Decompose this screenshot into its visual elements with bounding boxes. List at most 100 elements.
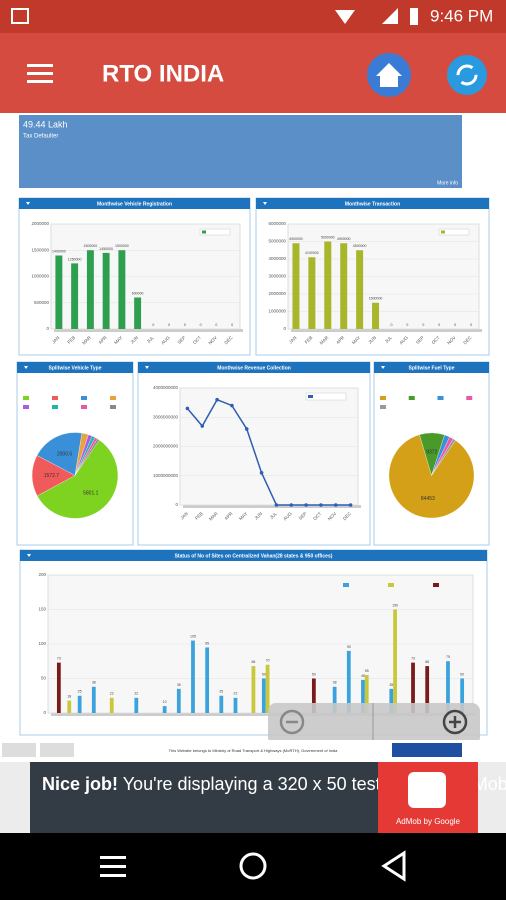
x-tick-label: NOV [207,335,217,345]
bar [411,662,415,713]
x-tick-label: APR [335,334,346,345]
x-tick-label: AUG [282,511,293,522]
x-tick-label: SEP [298,511,308,521]
point [185,406,190,411]
x-tick-label: MAR [208,510,219,521]
value-label: 1500000 [115,244,129,248]
bar [56,662,61,713]
tile-link[interactable]: More info [437,180,458,186]
home-icon [376,63,402,87]
bar [393,609,397,713]
x-tick-label: FEB [304,335,314,345]
x-tick-label: AUG [398,335,409,346]
bar [460,678,465,713]
value-label: 38 [333,681,337,685]
bar [356,250,364,329]
bar [118,250,126,329]
legend-swatch [380,396,386,400]
value-label: 35 [177,683,181,687]
y-tick-label: 4000000000 [153,385,179,390]
x-tick-label: AUG [160,335,171,346]
chart-panel: Monthwise Revenue Collection 0 1000000000 2… [137,361,371,546]
chart-panel: Splitwise Vehicle Type 5801.1 1572.7 2000.5 [16,361,134,546]
panel-header [19,198,250,209]
refresh-button[interactable] [447,55,487,95]
value-label: 73 [411,657,415,661]
line [186,398,351,506]
collapse-icon [27,554,31,557]
legend-swatch [202,230,206,234]
menu-line [27,72,53,75]
legend-swatch [110,405,116,409]
menu-line [27,64,53,67]
x-tick-label: OCT [192,335,202,345]
value-label: 0 [406,323,408,327]
x-tick-label: JUL [269,511,279,521]
value-label: 600000 [132,291,144,295]
point [304,503,308,507]
tax-tile[interactable]: 49.44 Lakh Tax Defaulter More info [19,115,462,188]
x-tick-label: DEC [342,510,353,521]
point [319,503,323,507]
chart-title: Splitwise Vehicle Type [49,365,102,371]
nav-recents[interactable] [100,856,126,877]
bar [346,650,351,713]
value-label: 1500000 [369,297,383,301]
app-title: RTO INDIA [102,60,224,87]
legend-swatch [305,392,347,401]
legend-swatch [343,583,349,587]
slice [74,438,100,476]
point [200,424,205,428]
chart-title: Splitwise Fuel Type [408,365,454,371]
slice-label: 9372 [426,449,437,455]
zoom-in[interactable] [442,709,468,735]
zoom-controls [268,703,480,745]
value-label: 1400000 [52,249,66,253]
value-label: 73 [57,657,61,661]
bar [67,700,72,713]
legend-swatch [433,583,439,587]
zoom-bg [268,703,480,745]
chart-title: Monthwise Revenue Collection [217,365,291,371]
slice [37,439,119,519]
x-tick-label: FEB [194,511,204,521]
value-label: 0 [215,323,217,327]
image-icon [11,8,29,24]
bar [233,697,238,713]
collapse-icon [24,366,28,369]
nav-back[interactable] [381,850,406,882]
value-label: 0 [454,323,456,327]
panel-header [374,362,489,373]
app-bar [0,33,506,113]
ad-banner[interactable]: Nice job! You're displaying a 320 x 50 t… [30,762,506,833]
home-button[interactable] [367,53,411,97]
bar [71,263,79,329]
value-label: 4900000 [289,237,303,241]
chart-title: Status of No of Sites on Centralized Vah… [175,553,333,559]
bar [176,688,181,713]
bar [205,647,210,713]
x-tick-label: JAN [288,335,298,345]
refresh-icon [456,64,478,86]
plot-shadow [183,505,361,508]
legend-swatch [408,396,415,400]
value-label: 4500000 [353,244,367,248]
point [333,503,338,507]
y-tick-label: 0 [43,710,46,715]
legend-swatch [441,230,445,234]
value-label: 0 [422,323,424,327]
tile-label: Tax Defaulter [23,134,58,140]
legend-swatch [23,405,29,409]
bar [251,666,256,713]
value-label: 105 [190,634,196,638]
nav-home[interactable] [239,852,267,880]
value-label: 22 [110,692,114,696]
value-label: 0 [231,323,233,327]
zoom-in-icon [442,709,468,735]
slice-label: 2000.5 [57,452,73,458]
menu-button[interactable] [27,64,53,83]
zoom-out[interactable] [279,709,305,735]
legend-swatch [388,583,394,587]
bar [308,257,316,329]
